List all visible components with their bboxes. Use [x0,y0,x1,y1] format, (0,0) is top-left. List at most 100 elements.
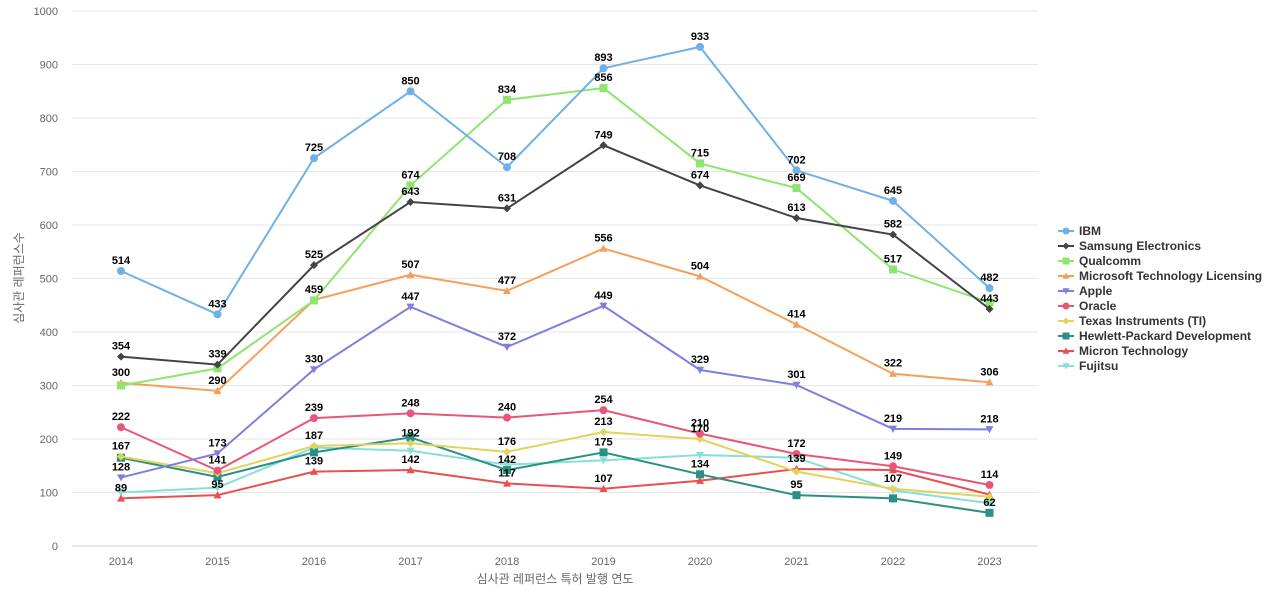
data-label: 142 [401,454,419,466]
data-label: 219 [884,413,902,425]
legend-item[interactable]: Hewlett-Packard Development [1058,329,1251,343]
data-label: 482 [980,272,998,284]
data-point [117,352,125,361]
data-point [503,479,511,487]
data-label: 459 [305,284,323,296]
legend-item[interactable]: Texas Instruments (TI) [1058,314,1206,328]
y-tick-label: 1000 [34,6,58,18]
data-point [406,270,415,278]
data-label: 149 [884,450,902,462]
data-point [310,441,318,450]
x-tick-label: 2018 [495,556,519,568]
data-point [792,491,801,500]
y-tick-label: 700 [40,167,58,179]
legend-item[interactable]: Qualcomm [1058,254,1141,268]
data-label: 218 [980,413,998,425]
legend-item[interactable]: Fujitsu [1058,359,1118,373]
legend-marker [1062,288,1070,295]
data-point [696,476,704,484]
data-point [310,261,318,270]
data-point [310,154,318,163]
x-tick-label: 2015 [205,556,229,568]
legend-item[interactable]: Samsung Electronics [1058,239,1201,253]
data-label: 433 [208,298,226,310]
series-line [120,144,991,366]
data-label: 89 [115,482,127,494]
data-point [599,428,608,437]
data-point [599,406,608,415]
data-point [406,409,415,418]
data-point [599,141,608,150]
x-tick-label: 2023 [977,556,1001,568]
legend-item[interactable]: Micron Technology [1058,344,1188,358]
data-label: 669 [787,172,805,184]
series-4 [117,302,994,482]
data-point [406,439,415,448]
data-label: 582 [884,219,902,231]
data-label: 117 [498,467,516,479]
data-point [792,381,801,389]
data-label: 725 [305,142,323,154]
data-point [985,304,994,313]
data-label: 107 [594,473,612,485]
data-point [985,500,994,508]
series-1 [117,141,994,369]
data-point [310,467,318,475]
legend-label: Samsung Electronics [1079,239,1201,253]
data-label: 893 [594,52,612,64]
legend-marker [1062,242,1070,250]
data-point [213,484,222,492]
data-label: 834 [498,84,517,96]
x-tick-label: 2019 [591,556,615,568]
data-point [310,296,318,305]
legend-label: Oracle [1079,299,1117,313]
data-point [406,433,415,442]
data-point [696,42,704,51]
legend-marker [1062,363,1070,370]
series-line [120,467,990,500]
legend-item[interactable]: Oracle [1058,299,1117,313]
data-point [503,447,511,456]
legend-item[interactable]: Apple [1058,284,1113,298]
legend-item[interactable]: IBM [1058,224,1101,238]
x-tick-label: 2016 [302,556,326,568]
y-tick-label: 200 [40,434,58,446]
series-line [120,247,990,392]
data-point [696,159,704,168]
data-point [696,181,704,190]
data-point [503,286,511,295]
data-point [889,230,897,239]
data-point [599,484,608,492]
legend-label: IBM [1079,224,1101,238]
data-point [792,166,801,175]
data-point [889,484,897,493]
series-line [120,436,990,514]
legend-label: Hewlett-Packard Development [1079,329,1251,343]
x-tick-label: 2022 [881,556,905,568]
y-tick-label: 800 [40,113,58,125]
data-labels: 514 433 725 850 708 893 933 702 645 482 354 339 525 6… [112,31,999,509]
series-line [120,86,990,387]
data-label: 192 [401,427,419,439]
legend-marker [1062,302,1070,310]
legend-label: Fujitsu [1079,359,1118,373]
y-axis-title: 심사관 레퍼런스수 [12,232,26,324]
data-point [889,494,897,503]
y-tick-label: 300 [40,381,58,393]
data-point [792,214,801,223]
series-3 [117,244,994,395]
data-label: 62 [983,497,995,509]
y-tick-label: 500 [40,274,58,286]
data-label: 715 [691,147,709,159]
data-label: 674 [691,169,710,181]
series-0 [117,42,994,319]
data-label: 850 [401,75,419,87]
data-point [117,267,125,276]
legend-label: Micron Technology [1079,344,1188,358]
legend-label: Microsoft Technology Licensing [1079,269,1262,283]
data-point [599,244,608,252]
data-point [599,302,608,310]
legend-item[interactable]: Microsoft Technology Licensing [1058,269,1262,283]
data-point [503,204,511,213]
